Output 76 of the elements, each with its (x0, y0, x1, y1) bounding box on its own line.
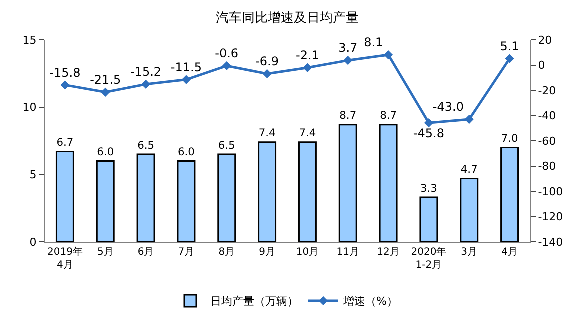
bar (177, 160, 196, 242)
data-label: 7.4 (299, 126, 316, 140)
x-tick-label: 8月 (218, 247, 236, 258)
data-label: 6.5 (138, 138, 155, 152)
data-label: -43.0 (432, 100, 464, 114)
data-label: 6.0 (178, 146, 196, 159)
point (262, 69, 272, 79)
data-label: -45.8 (413, 126, 444, 140)
x-tick-label: 2019年 4月 (47, 246, 83, 271)
y2-tick-label: -100 (538, 185, 564, 198)
data-label: -15.2 (130, 65, 162, 80)
x-tick-label: 12月 (377, 247, 400, 258)
x-tick-label: 5月 (97, 247, 114, 258)
y-tick-label: 10 (22, 101, 37, 114)
data-label: -15.8 (50, 66, 81, 80)
data-label: 6.0 (97, 146, 114, 159)
bar (379, 124, 398, 242)
x-tick-label: 6月 (138, 247, 154, 258)
data-label: -6.9 (256, 54, 279, 69)
data-label: 8.7 (340, 109, 357, 122)
x-tick-label: 7月 (178, 247, 195, 258)
data-label: 7.4 (258, 126, 276, 140)
x-tick-label: 10月 (296, 247, 320, 258)
y2-tick-label: -20 (538, 84, 556, 98)
y-tick-label: 5 (30, 168, 37, 182)
bar (56, 151, 74, 242)
y2-tick-label: -120 (538, 210, 564, 224)
data-label: 8.7 (380, 109, 398, 122)
x-tick-label: 2020年 1-2月 (411, 246, 447, 271)
y2-tick-label: -140 (538, 236, 564, 249)
bar (136, 154, 156, 242)
y2-tick-label: -40 (538, 110, 556, 123)
data-label: 7.0 (501, 132, 518, 146)
bar (460, 178, 479, 242)
point (222, 61, 232, 71)
legend-label: 增速（%） (342, 295, 398, 308)
data-label: 6.5 (218, 138, 236, 152)
y2-tick-label: 20 (538, 34, 552, 47)
data-label: -2.1 (296, 48, 320, 63)
x-tick-label: 9月 (259, 247, 276, 258)
bar (218, 154, 236, 242)
x-tick-label: 11月 (336, 247, 360, 258)
point (60, 80, 70, 90)
data-label: -11.5 (170, 60, 202, 74)
data-label: -0.6 (215, 46, 239, 61)
bar (338, 124, 358, 242)
y-tick-label: 15 (22, 34, 37, 47)
y2-tick-label: -60 (538, 134, 556, 148)
point (101, 88, 110, 97)
chart-title: 汽车同比增速及日均产量 (216, 11, 359, 26)
bar (258, 142, 277, 242)
y2-tick-label: 0 (538, 59, 546, 72)
point (182, 75, 192, 84)
y2-tick-label: -80 (538, 160, 556, 174)
data-label: 3.3 (420, 182, 438, 195)
point (505, 54, 514, 64)
data-label: 6.7 (56, 136, 74, 150)
point (384, 50, 394, 60)
bar (96, 160, 115, 242)
bar (420, 196, 438, 242)
legend-label: 日均产量（万辆） (210, 295, 298, 308)
point (141, 80, 151, 89)
y-tick-label: 0 (30, 236, 37, 249)
point (464, 114, 474, 124)
point (303, 63, 312, 72)
data-label: -21.5 (90, 73, 122, 88)
bar (298, 142, 317, 242)
x-tick-label: 3月 (461, 247, 478, 258)
data-label: 8.1 (364, 36, 384, 50)
x-tick-label: 4月 (502, 247, 518, 258)
point (344, 56, 353, 66)
data-label: 4.7 (460, 163, 478, 176)
bar (500, 146, 520, 242)
point (424, 118, 434, 128)
data-label: 3.7 (338, 41, 358, 56)
data-label: 5.1 (500, 39, 520, 54)
